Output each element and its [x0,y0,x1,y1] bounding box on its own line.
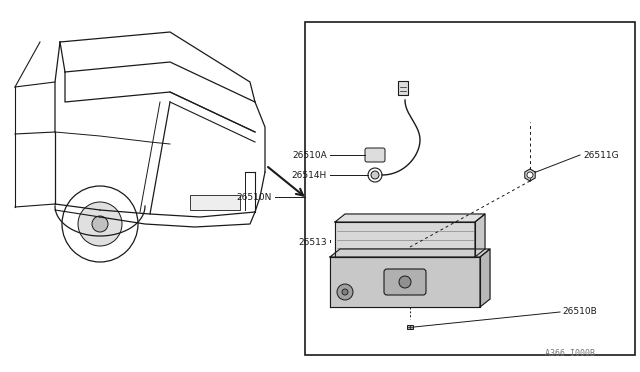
Polygon shape [525,169,535,181]
Circle shape [337,284,353,300]
Bar [305,22,635,355]
Text: 26510N: 26510N [237,192,272,202]
Circle shape [527,172,533,178]
Bar [190,195,240,210]
Polygon shape [335,222,475,257]
Circle shape [371,171,379,179]
Circle shape [78,202,122,246]
FancyBboxPatch shape [407,325,413,329]
Polygon shape [480,249,490,307]
Circle shape [368,168,382,182]
Circle shape [399,276,411,288]
Polygon shape [330,249,490,257]
Text: 26510B: 26510B [562,308,596,317]
FancyBboxPatch shape [365,148,385,162]
Circle shape [342,289,348,295]
Text: 26513: 26513 [298,237,327,247]
Text: 26514H: 26514H [292,170,327,180]
Polygon shape [475,214,485,257]
Polygon shape [330,257,480,307]
FancyBboxPatch shape [384,269,426,295]
Circle shape [92,216,108,232]
Text: A366 I000B: A366 I000B [545,350,595,359]
Polygon shape [335,214,485,222]
Text: 26510A: 26510A [292,151,327,160]
Bar [398,81,408,95]
Text: 26511G: 26511G [583,151,619,160]
Circle shape [62,186,138,262]
